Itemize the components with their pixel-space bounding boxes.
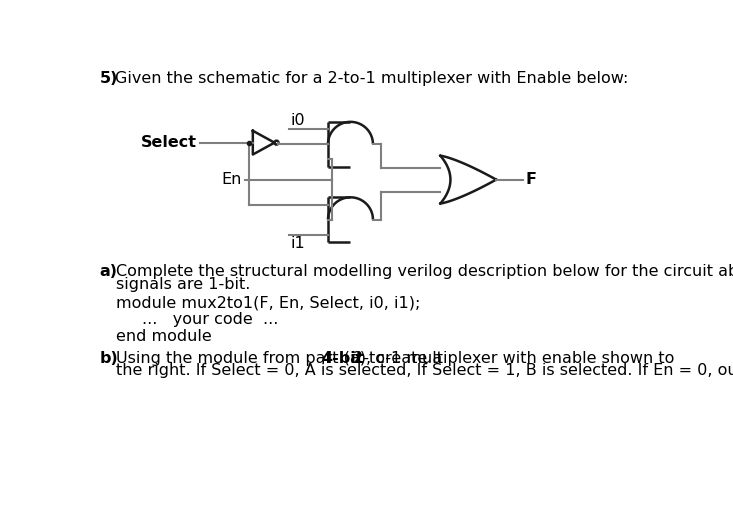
Text: En: En: [221, 172, 242, 187]
Text: F: F: [526, 172, 537, 187]
Text: 5): 5): [100, 71, 118, 86]
Text: end module: end module: [117, 329, 212, 344]
Text: ...   your code  ...: ... your code ...: [142, 312, 279, 327]
Text: signals are 1-bit.: signals are 1-bit.: [117, 277, 251, 291]
Text: i0: i0: [291, 113, 306, 128]
Text: i1: i1: [291, 236, 306, 251]
Text: a): a): [100, 264, 117, 279]
Text: Using the module from part (a), create a: Using the module from part (a), create a: [117, 351, 448, 366]
Text: the right. If Select = 0, A is selected, If Select = 1, B is selected. If En = 0: the right. If Select = 0, A is selected,…: [117, 363, 733, 378]
Text: module mux2to1(F, En, Select, i0, i1);: module mux2to1(F, En, Select, i0, i1);: [117, 295, 421, 310]
Text: Select: Select: [141, 135, 197, 150]
Text: 4-bit: 4-bit: [321, 351, 364, 366]
Text: Given the schematic for a 2-to-1 multiplexer with Enable below:: Given the schematic for a 2-to-1 multipl…: [115, 71, 628, 86]
Text: 2-to-1 multiplexer with enable shown to: 2-to-1 multiplexer with enable shown to: [348, 351, 675, 366]
Text: b): b): [100, 351, 118, 366]
Text: Complete the structural modelling verilog description below for the circuit abov: Complete the structural modelling verilo…: [117, 264, 733, 279]
